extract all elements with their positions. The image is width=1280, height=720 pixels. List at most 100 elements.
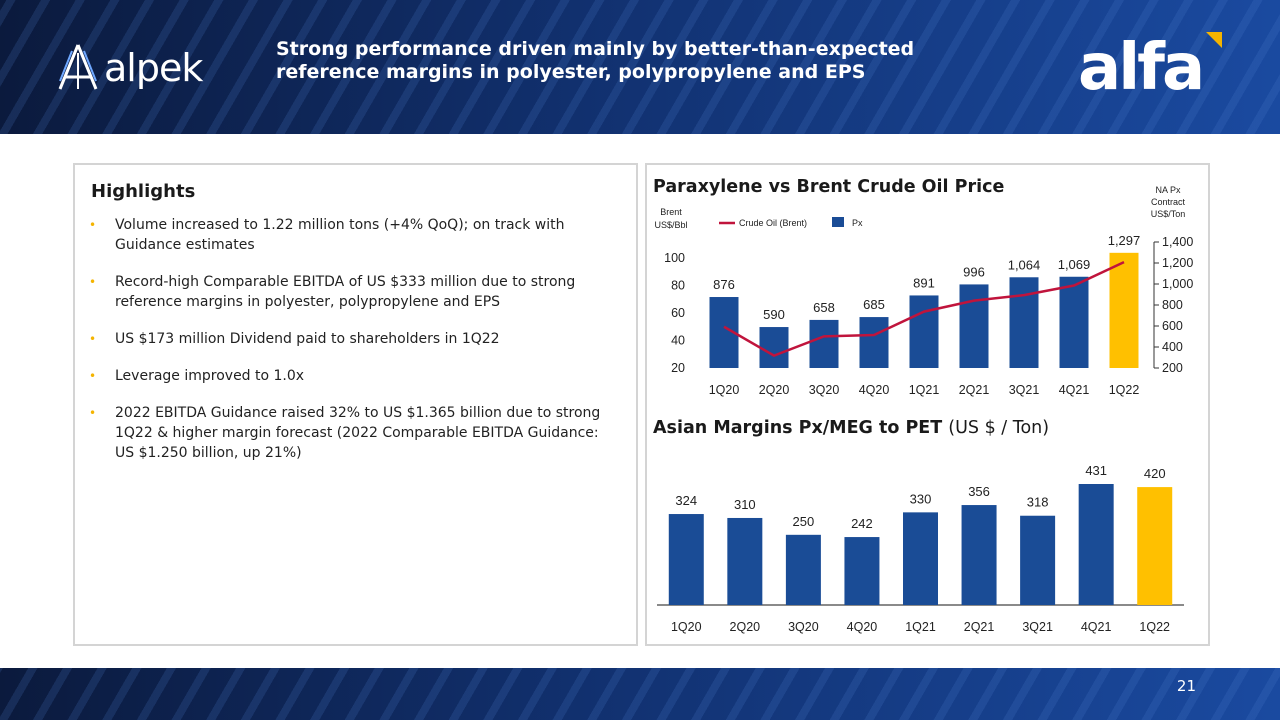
px-brent-chart: Brent US$/Bbl NA Px Contract US$/Ton Crude Oi…	[654, 185, 1193, 397]
x-tick-label: 1Q21	[905, 620, 936, 634]
x-tick-label: 3Q20	[788, 620, 819, 634]
x-tick-label: 4Q21	[1059, 383, 1090, 397]
x-tick-label: 1Q20	[709, 383, 740, 397]
x-tick-label: 4Q20	[859, 383, 890, 397]
x-tick-label: 1Q20	[671, 620, 702, 634]
x-tick-label: 4Q21	[1081, 620, 1112, 634]
left-tick-label: 40	[671, 334, 685, 348]
margin-data-label: 420	[1144, 466, 1166, 481]
right-tick-label: 400	[1162, 340, 1183, 354]
brent-line	[723, 260, 1125, 358]
margins-chart-title: Asian Margins Px/MEG to PET (US $ / Ton)	[653, 418, 1049, 438]
left-tick-label: 20	[671, 361, 685, 375]
highlight-text: Record-high Comparable EBITDA of US $333…	[115, 274, 576, 310]
px-bar	[909, 295, 939, 368]
x-tick-label: 3Q20	[809, 383, 840, 397]
left-tick-label: 60	[671, 306, 685, 320]
highlights-list: • Volume increased to 1.22 million tons (…	[89, 215, 609, 480]
bullet-icon: •	[89, 406, 97, 420]
px-bar	[959, 284, 989, 368]
margin-bar	[785, 534, 821, 605]
bullet-icon: •	[89, 332, 97, 346]
asian-margins-chart: 324 1Q20 310 2Q20 250 3Q20 242 4Q20 330 1Q21 356 2Q…	[657, 463, 1184, 634]
left-axis-label: Brent	[660, 207, 682, 217]
alfa-logo: alfa	[1078, 28, 1222, 108]
x-tick-label: 3Q21	[1022, 620, 1053, 634]
px-data-label: 658	[813, 300, 835, 315]
highlight-text: 2022 EBITDA Guidance raised 32% to US $1…	[115, 405, 601, 461]
px-bar	[1009, 277, 1039, 368]
margin-bar	[903, 512, 938, 605]
margin-bar	[1137, 487, 1173, 605]
px-data-label: 1,064	[1008, 257, 1041, 272]
alpek-logo: alpek	[56, 40, 203, 96]
px-data-label: 1,297	[1108, 233, 1141, 248]
px-bar	[1109, 252, 1139, 368]
px-data-label: 1,069	[1058, 257, 1091, 272]
margins-chart-title-text: Asian Margins Px/MEG to PET	[653, 418, 943, 438]
x-tick-label: 1Q22	[1109, 383, 1140, 397]
x-tick-label: 2Q21	[964, 620, 995, 634]
right-tick-label: 1,400	[1162, 235, 1193, 249]
legend-bar-icon	[832, 217, 844, 227]
right-tick-label: 1,000	[1162, 277, 1193, 291]
margin-data-label: 242	[851, 516, 873, 531]
highlight-item: • Volume increased to 1.22 million tons (…	[89, 215, 609, 255]
right-tick-label: 600	[1162, 319, 1183, 333]
highlights-panel: Highlights • Volume increased to 1.22 mil…	[73, 163, 638, 646]
x-tick-label: 1Q21	[909, 383, 940, 397]
x-tick-label: 3Q21	[1009, 383, 1040, 397]
right-tick-label: 1,200	[1162, 256, 1193, 270]
margin-data-label: 431	[1085, 463, 1107, 478]
left-axis-label: US$/Bbl	[654, 220, 687, 230]
px-data-label: 590	[763, 307, 785, 322]
right-axis-label: Contract	[1151, 197, 1186, 207]
margin-data-label: 356	[968, 484, 990, 499]
margin-bar	[668, 514, 704, 605]
highlights-title: Highlights	[91, 181, 196, 202]
left-tick-label: 80	[671, 279, 685, 293]
bullet-icon: •	[89, 218, 97, 232]
margins-chart-title-unit: (US $ / Ton)	[948, 418, 1050, 438]
px-data-label: 996	[963, 264, 985, 279]
highlight-item: • Leverage improved to 1.0x	[89, 366, 609, 386]
legend-label: Crude Oil (Brent)	[739, 218, 807, 228]
page-title: Strong performance driven mainly by bett…	[276, 38, 1036, 84]
page-title-line1: Strong performance driven mainly by bett…	[276, 38, 915, 60]
px-bar	[1059, 276, 1089, 368]
footer-banner: 21	[0, 668, 1280, 720]
x-tick-label: 1Q22	[1139, 620, 1170, 634]
margin-data-label: 330	[910, 491, 932, 506]
x-tick-label: 4Q20	[847, 620, 878, 634]
margin-data-label: 318	[1027, 495, 1049, 510]
alpek-logo-text: alpek	[104, 46, 203, 90]
px-chart-title: Paraxylene vs Brent Crude Oil Price	[653, 177, 1005, 197]
highlight-text: US $173 million Dividend paid to shareho…	[115, 331, 500, 347]
x-tick-label: 2Q20	[759, 383, 790, 397]
right-axis-label: US$/Ton	[1151, 209, 1186, 219]
bullet-icon: •	[89, 275, 97, 289]
margin-data-label: 324	[675, 493, 697, 508]
px-bar	[809, 319, 839, 368]
margin-bar	[1078, 484, 1114, 605]
highlight-item: • Record-high Comparable EBITDA of US $33…	[89, 272, 609, 312]
x-tick-label: 2Q21	[959, 383, 990, 397]
bullet-icon: •	[89, 369, 97, 383]
highlight-text: Leverage improved to 1.0x	[115, 368, 305, 384]
margin-data-label: 250	[793, 514, 815, 529]
px-data-label: 876	[713, 277, 735, 292]
header-banner: alpek Strong performance driven mainly b…	[0, 0, 1280, 134]
page-number: 21	[1176, 677, 1196, 695]
alfa-logo-text: alfa	[1078, 31, 1205, 105]
px-bar	[759, 327, 789, 368]
margin-bar	[961, 505, 997, 605]
margin-bar	[727, 517, 763, 605]
px-data-label: 891	[913, 275, 935, 290]
margin-bar	[844, 537, 880, 605]
alfa-logo-accent-icon	[1206, 32, 1222, 48]
px-data-label: 685	[863, 297, 885, 312]
right-tick-label: 200	[1162, 361, 1183, 375]
highlight-item: • US $173 million Dividend paid to shareh…	[89, 329, 609, 349]
legend-label: Px	[852, 218, 863, 228]
margin-data-label: 310	[734, 497, 756, 512]
